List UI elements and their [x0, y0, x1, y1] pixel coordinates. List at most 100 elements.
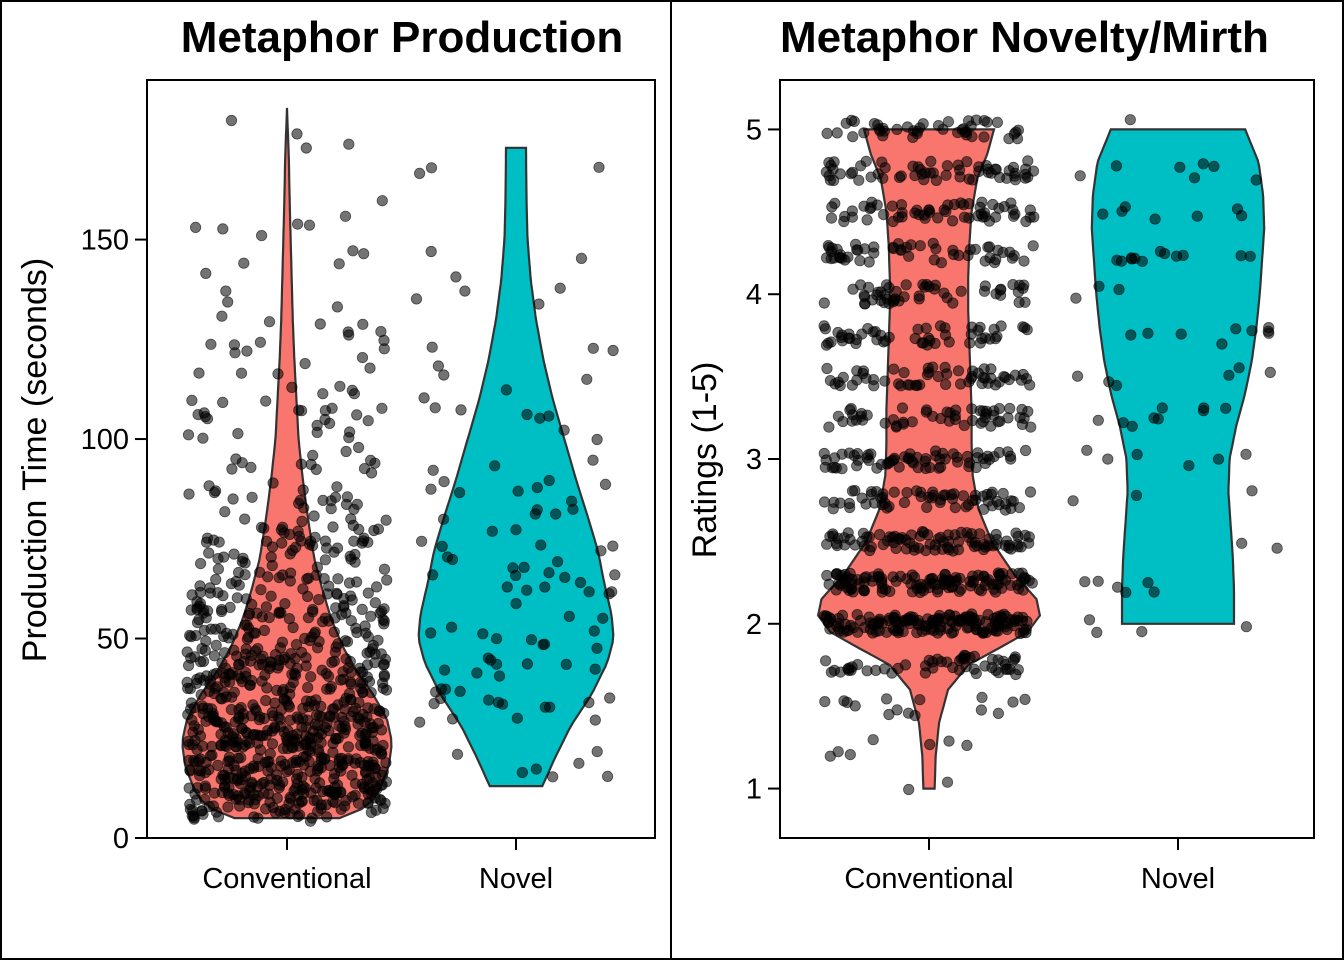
- data-point: [905, 239, 917, 251]
- points-conventional: [181, 114, 393, 827]
- data-point: [1212, 453, 1225, 465]
- data-point: [928, 254, 940, 266]
- data-point: [1110, 160, 1123, 172]
- data-point: [324, 710, 336, 722]
- data-point: [1021, 615, 1033, 628]
- data-point: [185, 652, 197, 664]
- data-point: [298, 759, 310, 771]
- data-point: [315, 736, 327, 749]
- data-point: [208, 787, 221, 799]
- data-point: [302, 681, 314, 694]
- data-point: [210, 806, 223, 818]
- data-point: [184, 682, 196, 695]
- data-point: [228, 644, 240, 656]
- data-point: [856, 492, 868, 504]
- data-point: [961, 450, 974, 463]
- data-point: [273, 606, 285, 618]
- data-point: [301, 590, 314, 603]
- data-point: [331, 481, 343, 493]
- data-point: [530, 763, 542, 775]
- data-point: [910, 485, 923, 497]
- data-point: [1008, 620, 1020, 632]
- plot-area: 0 50 100 150 Conventional Novel: [81, 79, 656, 895]
- data-point: [354, 662, 366, 674]
- data-point: [328, 626, 340, 638]
- data-point: [1081, 444, 1093, 456]
- data-point: [284, 575, 296, 587]
- data-point: [349, 789, 361, 801]
- data-point: [856, 328, 868, 340]
- data-point: [258, 712, 270, 725]
- data-point: [307, 449, 319, 461]
- data-point: [482, 652, 494, 664]
- data-point: [425, 162, 438, 174]
- data-point: [962, 499, 975, 511]
- data-point: [295, 405, 308, 417]
- data-point: [956, 613, 968, 625]
- data-point: [943, 609, 956, 621]
- data-point: [941, 292, 953, 304]
- data-point: [964, 337, 976, 349]
- data-point: [912, 614, 924, 627]
- data-point: [922, 529, 934, 541]
- data-point: [326, 656, 338, 669]
- data-point: [191, 616, 204, 629]
- data-point: [587, 342, 599, 354]
- data-point: [819, 695, 831, 708]
- data-point: [217, 223, 229, 235]
- data-point: [843, 497, 856, 510]
- data-point: [972, 210, 984, 222]
- data-point: [310, 463, 322, 475]
- data-point: [362, 415, 374, 427]
- data-point: [1183, 459, 1195, 472]
- data-point: [259, 756, 271, 769]
- data-point: [823, 616, 835, 628]
- data-point: [295, 458, 307, 470]
- data-point: [559, 571, 571, 584]
- data-point: [518, 561, 530, 574]
- data-point: [886, 200, 899, 212]
- points-novel: [410, 161, 621, 783]
- data-point: [521, 408, 533, 421]
- data-point: [818, 447, 830, 460]
- data-point: [313, 593, 325, 606]
- data-point: [1117, 417, 1129, 429]
- data-point: [988, 256, 1001, 269]
- data-point: [1022, 405, 1034, 418]
- data-point: [968, 663, 980, 675]
- data-point: [1070, 292, 1082, 304]
- data-point: [828, 452, 841, 464]
- data-point: [197, 708, 209, 720]
- data-point: [1023, 537, 1035, 549]
- data-point: [565, 495, 578, 507]
- data-point: [980, 626, 992, 639]
- data-point: [1007, 210, 1020, 222]
- data-point: [276, 537, 288, 549]
- data-point: [924, 334, 936, 347]
- data-point: [266, 738, 279, 750]
- data-point: [234, 800, 246, 812]
- data-point: [851, 365, 863, 377]
- data-point: [483, 694, 495, 706]
- data-point: [329, 797, 341, 809]
- x-tick-label: Novel: [479, 863, 553, 895]
- data-point: [919, 281, 931, 293]
- data-point: [947, 244, 959, 256]
- data-point: [934, 320, 947, 332]
- data-point: [1007, 696, 1019, 708]
- data-point: [943, 336, 955, 348]
- data-point: [994, 415, 1006, 427]
- data-point: [1230, 323, 1242, 335]
- data-point: [255, 230, 268, 242]
- data-point: [289, 669, 302, 681]
- data-point: [347, 245, 359, 257]
- data-point: [975, 704, 988, 716]
- data-point: [1079, 576, 1091, 588]
- panel-title: Metaphor Novelty/Mirth: [780, 13, 1269, 62]
- data-point: [1136, 255, 1148, 267]
- data-point: [372, 523, 384, 535]
- data-point: [595, 545, 607, 557]
- data-point: [296, 515, 308, 528]
- data-point: [233, 566, 245, 579]
- data-point: [319, 413, 331, 426]
